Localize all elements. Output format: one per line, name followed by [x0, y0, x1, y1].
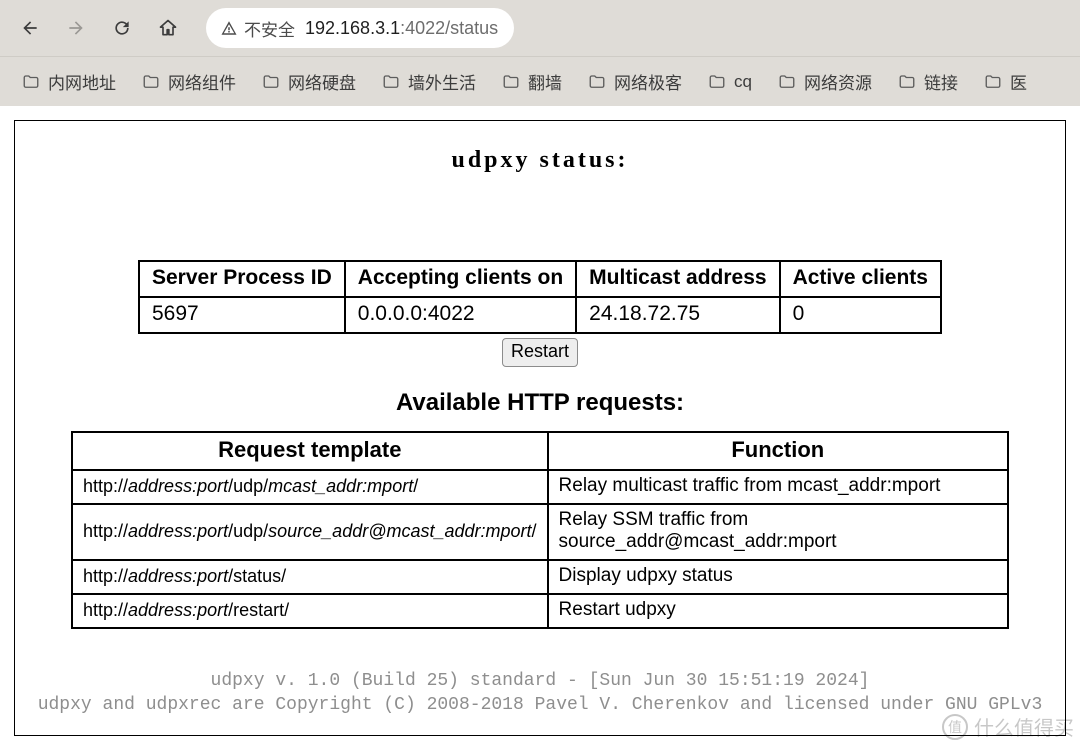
- reload-button[interactable]: [102, 8, 142, 48]
- home-button[interactable]: [148, 8, 188, 48]
- folder-icon: [708, 73, 726, 91]
- table-cell: 0: [780, 297, 941, 333]
- forward-button[interactable]: [56, 8, 96, 48]
- arrow-left-icon: [20, 18, 40, 38]
- bookmark-item[interactable]: 医: [972, 63, 1039, 100]
- security-label: 不安全: [244, 16, 295, 41]
- bookmark-item[interactable]: 网络极客: [576, 63, 694, 100]
- page-frame: udpxy status: Server Process IDAccepting…: [14, 120, 1066, 736]
- table-cell: 5697: [139, 297, 345, 333]
- bookmark-item[interactable]: 网络组件: [130, 63, 248, 100]
- bookmark-item[interactable]: 网络资源: [766, 63, 884, 100]
- table-head-row: Server Process IDAccepting clients onMul…: [139, 261, 941, 297]
- folder-icon: [984, 73, 1002, 91]
- folder-icon: [588, 73, 606, 91]
- table-row: http://address:port/restart/Restart udpx…: [72, 594, 1008, 628]
- bookmark-item[interactable]: 链接: [886, 63, 970, 100]
- request-template-cell: http://address:port/restart/: [72, 594, 548, 628]
- folder-icon: [502, 73, 520, 91]
- bookmark-label: 医: [1010, 69, 1027, 94]
- table-row: http://address:port/udp/source_addr@mcas…: [72, 504, 1008, 560]
- folder-icon: [778, 73, 796, 91]
- bookmark-item[interactable]: 翻墙: [490, 63, 574, 100]
- status-table: Server Process IDAccepting clients onMul…: [138, 260, 942, 334]
- function-cell: Restart udpxy: [548, 594, 1008, 628]
- column-header: Server Process ID: [139, 261, 345, 297]
- request-template-cell: http://address:port/udp/source_addr@mcas…: [72, 504, 548, 560]
- column-header: Function: [548, 432, 1008, 470]
- table-head-row: Request templateFunction: [72, 432, 1008, 470]
- bookmark-label: cq: [734, 72, 752, 92]
- bookmark-label: 墙外生活: [408, 69, 476, 94]
- bookmark-label: 网络组件: [168, 69, 236, 94]
- address-rest: :4022/status: [400, 18, 498, 38]
- column-header: Accepting clients on: [345, 261, 576, 297]
- folder-icon: [898, 73, 916, 91]
- security-chip[interactable]: 不安全: [220, 16, 295, 41]
- bookmark-label: 网络资源: [804, 69, 872, 94]
- column-header: Active clients: [780, 261, 941, 297]
- address-bar[interactable]: 不安全 192.168.3.1:4022/status: [206, 8, 514, 48]
- folder-icon: [382, 73, 400, 91]
- restart-button[interactable]: Restart: [502, 338, 578, 367]
- back-button[interactable]: [10, 8, 50, 48]
- function-cell: Display udpxy status: [548, 560, 1008, 594]
- bookmark-label: 内网地址: [48, 69, 116, 94]
- request-template-cell: http://address:port/udp/mcast_addr:mport…: [72, 470, 548, 504]
- bookmark-item[interactable]: cq: [696, 66, 764, 98]
- bookmarks-bar: 内网地址 网络组件 网络硬盘 墙外生活 翻墙 网络极客 cq 网络资源 链接 医: [0, 56, 1080, 106]
- table-row: http://address:port/status/Display udpxy…: [72, 560, 1008, 594]
- bookmark-label: 链接: [924, 69, 958, 94]
- arrow-right-icon: [66, 18, 86, 38]
- bookmark-label: 网络极客: [614, 69, 682, 94]
- function-cell: Relay SSM traffic from source_addr@mcast…: [548, 504, 1008, 560]
- reload-icon: [112, 18, 132, 38]
- bookmark-item[interactable]: 网络硬盘: [250, 63, 368, 100]
- table-row: 56970.0.0.0:402224.18.72.750: [139, 297, 941, 333]
- page-title: udpxy status:: [71, 147, 1009, 174]
- column-header: Request template: [72, 432, 548, 470]
- table-cell: 0.0.0.0:4022: [345, 297, 576, 333]
- bookmark-item[interactable]: 墙外生活: [370, 63, 488, 100]
- function-cell: Relay multicast traffic from mcast_addr:…: [548, 470, 1008, 504]
- column-header: Multicast address: [576, 261, 779, 297]
- page-viewport: udpxy status: Server Process IDAccepting…: [0, 106, 1080, 736]
- bookmark-label: 翻墙: [528, 69, 562, 94]
- requests-table: Request templateFunction http://address:…: [71, 431, 1009, 629]
- footer-line1: udpxy v. 1.0 (Build 25) standard - [Sun …: [33, 669, 1047, 693]
- folder-icon: [142, 73, 160, 91]
- folder-icon: [22, 73, 40, 91]
- table-row: http://address:port/udp/mcast_addr:mport…: [72, 470, 1008, 504]
- address-host: 192.168.3.1: [305, 18, 400, 38]
- browser-toolbar: 不安全 192.168.3.1:4022/status: [0, 0, 1080, 56]
- warning-icon: [220, 19, 238, 37]
- address-url: 192.168.3.1:4022/status: [305, 18, 498, 39]
- bookmark-item[interactable]: 内网地址: [10, 63, 128, 100]
- bookmark-label: 网络硬盘: [288, 69, 356, 94]
- folder-icon: [262, 73, 280, 91]
- browser-chrome: 不安全 192.168.3.1:4022/status 内网地址 网络组件 网络硬盘…: [0, 0, 1080, 106]
- table-cell: 24.18.72.75: [576, 297, 779, 333]
- request-template-cell: http://address:port/status/: [72, 560, 548, 594]
- page-footer: udpxy v. 1.0 (Build 25) standard - [Sun …: [33, 669, 1047, 718]
- footer-line2: udpxy and udpxrec are Copyright (C) 2008…: [33, 693, 1047, 717]
- home-icon: [158, 18, 178, 38]
- restart-row: Restart: [71, 338, 1009, 367]
- available-requests-title: Available HTTP requests:: [71, 389, 1009, 417]
